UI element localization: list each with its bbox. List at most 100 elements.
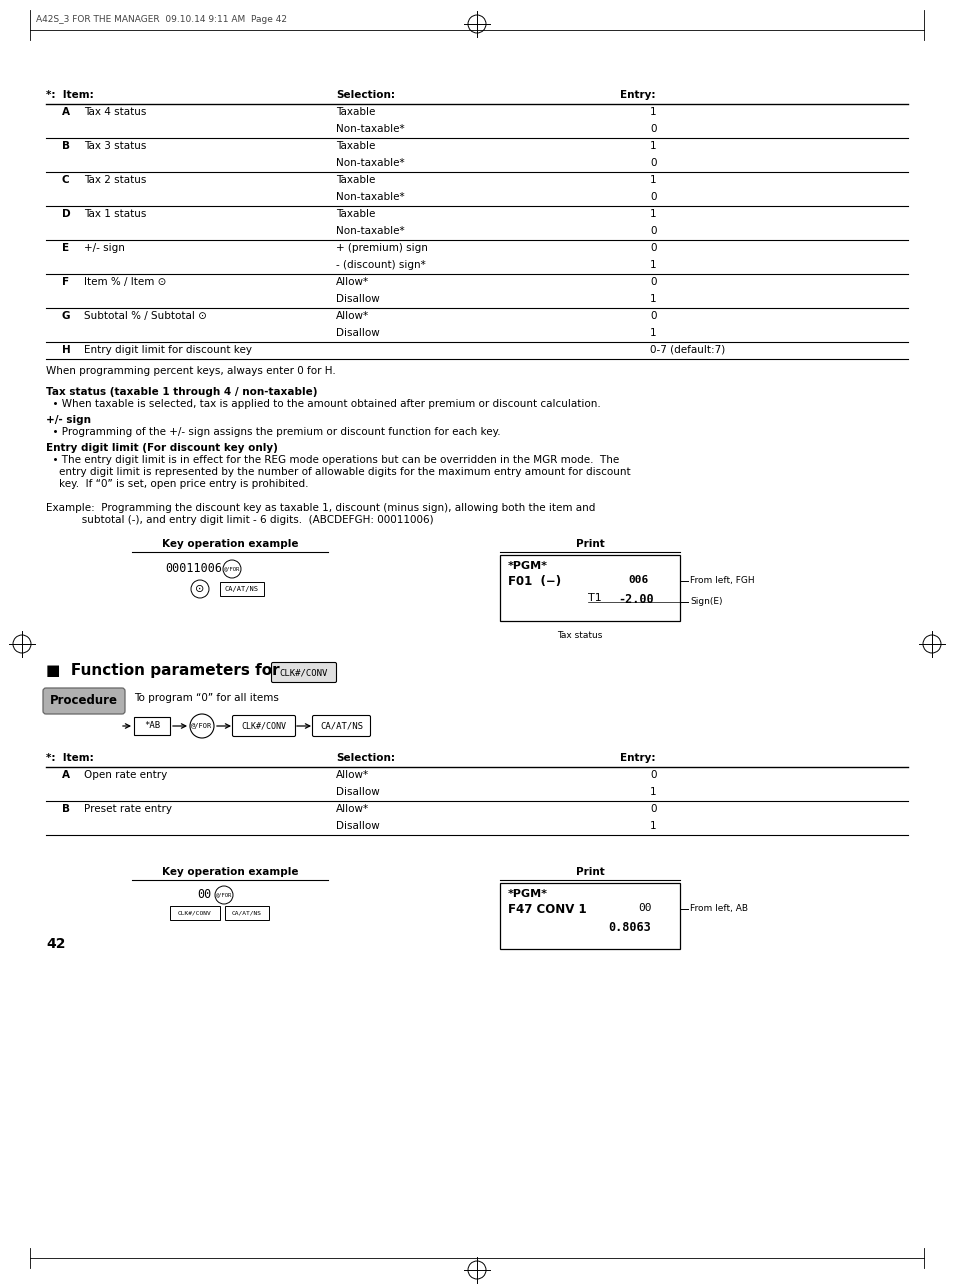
Text: +/- sign: +/- sign [46, 415, 91, 424]
Text: @/FOR: @/FOR [192, 723, 213, 729]
Text: Allow*: Allow* [335, 311, 369, 322]
Text: E: E [62, 243, 69, 253]
Bar [499, 556, 679, 621]
Text: Key operation example: Key operation example [162, 867, 298, 877]
Text: Selection:: Selection: [335, 754, 395, 763]
Text: F47 CONV 1: F47 CONV 1 [507, 903, 586, 916]
Text: Print: Print [575, 539, 604, 549]
Text: T1: T1 [587, 593, 601, 603]
Text: A: A [62, 770, 70, 781]
Text: Allow*: Allow* [335, 804, 369, 814]
Text: B: B [62, 141, 70, 150]
Text: Tax 4 status: Tax 4 status [84, 107, 146, 117]
Text: F: F [62, 276, 69, 287]
Text: 1: 1 [649, 175, 656, 185]
Text: *PGM*: *PGM* [507, 889, 547, 899]
FancyBboxPatch shape [43, 688, 125, 714]
Text: When programming percent keys, always enter 0 for H.: When programming percent keys, always en… [46, 367, 335, 376]
Text: Subtotal % / Subtotal ⊙: Subtotal % / Subtotal ⊙ [84, 311, 207, 322]
Text: Allow*: Allow* [335, 770, 369, 781]
Text: From left, FGH: From left, FGH [689, 576, 754, 585]
Text: 0-7 (default:7): 0-7 (default:7) [649, 345, 724, 355]
Text: CA/AT/NS: CA/AT/NS [232, 910, 262, 916]
Text: CLK#/CONV: CLK#/CONV [178, 910, 212, 916]
Text: Entry digit limit for discount key: Entry digit limit for discount key [84, 345, 252, 355]
Text: Key operation example: Key operation example [162, 539, 298, 549]
Text: 0: 0 [649, 158, 656, 168]
Text: 0: 0 [649, 192, 656, 202]
Bar [133, 718, 170, 736]
Text: C: C [62, 175, 70, 185]
Text: @/FOR: @/FOR [224, 567, 240, 571]
FancyBboxPatch shape [272, 662, 336, 683]
Text: 1: 1 [649, 210, 656, 219]
Text: 1: 1 [649, 328, 656, 338]
Text: Non-taxable*: Non-taxable* [335, 226, 404, 237]
Text: Disallow: Disallow [335, 328, 379, 338]
Text: Tax 2 status: Tax 2 status [84, 175, 146, 185]
Text: • The entry digit limit is in effect for the REG mode operations but can be over: • The entry digit limit is in effect for… [46, 455, 618, 466]
Text: Taxable: Taxable [335, 107, 375, 117]
Text: Non-taxable*: Non-taxable* [335, 123, 404, 134]
Text: *PGM*: *PGM* [507, 561, 547, 571]
Text: Entry digit limit (For discount key only): Entry digit limit (For discount key only… [46, 442, 277, 453]
Text: @/FOR: @/FOR [215, 892, 232, 898]
Text: Item % / Item ⊙: Item % / Item ⊙ [84, 276, 166, 287]
Text: + (premium) sign: + (premium) sign [335, 243, 428, 253]
Text: subtotal (-), and entry digit limit - 6 digits.  (ABCDEFGH: 00011006): subtotal (-), and entry digit limit - 6 … [46, 514, 434, 525]
Text: A: A [62, 107, 70, 117]
Text: • When taxable is selected, tax is applied to the amount obtained after premium : • When taxable is selected, tax is appli… [46, 399, 600, 409]
Text: Tax status: Tax status [557, 631, 602, 640]
Text: ⊙: ⊙ [195, 584, 205, 594]
Text: 1: 1 [649, 107, 656, 117]
Text: 0: 0 [649, 276, 656, 287]
Text: 42: 42 [46, 937, 66, 952]
Bar [499, 883, 679, 949]
Text: Taxable: Taxable [335, 141, 375, 150]
Bar [170, 907, 220, 919]
Text: Print: Print [575, 867, 604, 877]
Text: Disallow: Disallow [335, 787, 379, 797]
Text: CLK#/CONV: CLK#/CONV [241, 721, 286, 730]
Text: 1: 1 [649, 294, 656, 303]
Text: -2.00: -2.00 [618, 593, 653, 606]
Text: 0.8063: 0.8063 [607, 921, 650, 934]
FancyBboxPatch shape [313, 715, 370, 737]
Text: Open rate entry: Open rate entry [84, 770, 167, 781]
Text: 006: 006 [627, 575, 648, 585]
Text: 1: 1 [649, 260, 656, 270]
Text: 0: 0 [649, 243, 656, 253]
Text: Taxable: Taxable [335, 210, 375, 219]
Text: 0: 0 [649, 123, 656, 134]
Text: CA/AT/NS: CA/AT/NS [319, 721, 363, 730]
Text: B: B [62, 804, 70, 814]
Text: CA/AT/NS: CA/AT/NS [225, 586, 258, 592]
Text: Sign(E): Sign(E) [689, 598, 721, 607]
Text: 0: 0 [649, 804, 656, 814]
Text: 0: 0 [649, 226, 656, 237]
Text: Disallow: Disallow [335, 820, 379, 831]
Text: Entry:: Entry: [619, 90, 655, 100]
Text: 00: 00 [197, 889, 212, 901]
Text: Selection:: Selection: [335, 90, 395, 100]
Text: *:  Item:: *: Item: [46, 754, 93, 763]
Text: 0: 0 [649, 311, 656, 322]
Text: Taxable: Taxable [335, 175, 375, 185]
Text: 1: 1 [649, 787, 656, 797]
Text: G: G [62, 311, 71, 322]
Text: +/- sign: +/- sign [84, 243, 125, 253]
Text: Tax status (taxable 1 through 4 / non-taxable): Tax status (taxable 1 through 4 / non-ta… [46, 387, 317, 397]
Text: Entry:: Entry: [619, 754, 655, 763]
Text: CLK#/CONV: CLK#/CONV [279, 667, 328, 676]
Text: 1: 1 [649, 820, 656, 831]
Text: Tax 3 status: Tax 3 status [84, 141, 146, 150]
Text: To program “0” for all items: To program “0” for all items [133, 693, 278, 703]
Text: D: D [62, 210, 71, 219]
Text: Non-taxable*: Non-taxable* [335, 158, 404, 168]
FancyBboxPatch shape [220, 583, 264, 595]
Text: H: H [62, 345, 71, 355]
Text: Disallow: Disallow [335, 294, 379, 303]
Text: Preset rate entry: Preset rate entry [84, 804, 172, 814]
Text: 0: 0 [649, 770, 656, 781]
Text: • Programming of the +/- sign assigns the premium or discount function for each : • Programming of the +/- sign assigns th… [46, 427, 500, 437]
